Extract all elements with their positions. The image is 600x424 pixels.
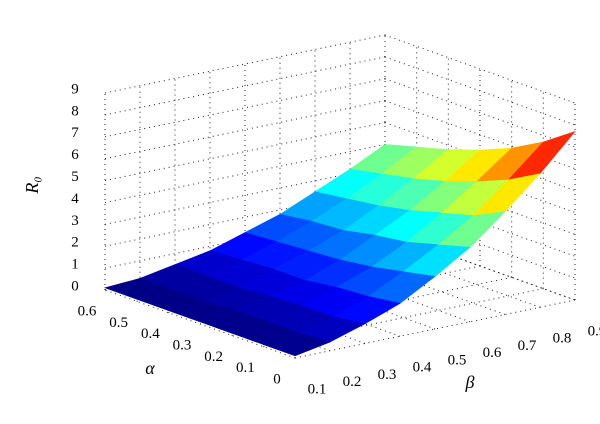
grid-line — [384, 78, 576, 148]
alpha-tick-label: 0.2 — [204, 349, 223, 365]
grid-line — [384, 209, 576, 279]
alpha-tick-label: 0.4 — [141, 326, 160, 342]
grid-line — [384, 56, 576, 126]
grid-line — [104, 100, 386, 160]
z-tick-label: 5 — [71, 169, 79, 185]
z-tick-label: 8 — [71, 103, 79, 119]
beta-tick-label: 0.4 — [413, 360, 432, 376]
beta-tick-label: 0.3 — [378, 367, 397, 383]
alpha-tick-label: 0.3 — [173, 337, 192, 353]
z-tick-label: 6 — [71, 147, 79, 163]
alpha-tick-label: 0.6 — [78, 303, 97, 319]
grid-line — [104, 34, 386, 94]
z-tick-label: 9 — [71, 81, 79, 97]
beta-tick-label: 0.6 — [483, 345, 502, 361]
z-tick-label: 1 — [71, 257, 79, 273]
beta-axis-label: β — [465, 372, 475, 392]
grid-line — [104, 78, 386, 138]
beta-tick-label: 0.8 — [553, 331, 572, 347]
beta-tick-label: 0.9 — [588, 323, 600, 339]
alpha-tick-label: 0.1 — [236, 360, 255, 376]
beta-tick-label: 0.2 — [343, 374, 362, 390]
alpha-tick-label: 0.5 — [109, 315, 128, 331]
grid-line — [384, 231, 576, 301]
surface-patch — [262, 332, 331, 357]
grid-line — [384, 34, 576, 104]
z-tick-label: 2 — [71, 235, 79, 251]
z-tick-label: 3 — [71, 213, 79, 229]
grid-line — [384, 100, 576, 170]
grid-line — [104, 122, 386, 182]
alpha-tick-label: 0 — [273, 371, 281, 387]
z-tick-label: 0 — [71, 278, 79, 294]
beta-tick-label: 0.1 — [308, 381, 327, 397]
beta-tick-label: 0.5 — [448, 352, 467, 368]
z-axis-label: R₀ — [22, 176, 42, 194]
beta-tick-label: 0.7 — [518, 338, 537, 354]
z-tick-label: 7 — [71, 125, 79, 141]
z-tick-label: 4 — [71, 191, 79, 207]
alpha-axis-label: α — [145, 358, 155, 378]
